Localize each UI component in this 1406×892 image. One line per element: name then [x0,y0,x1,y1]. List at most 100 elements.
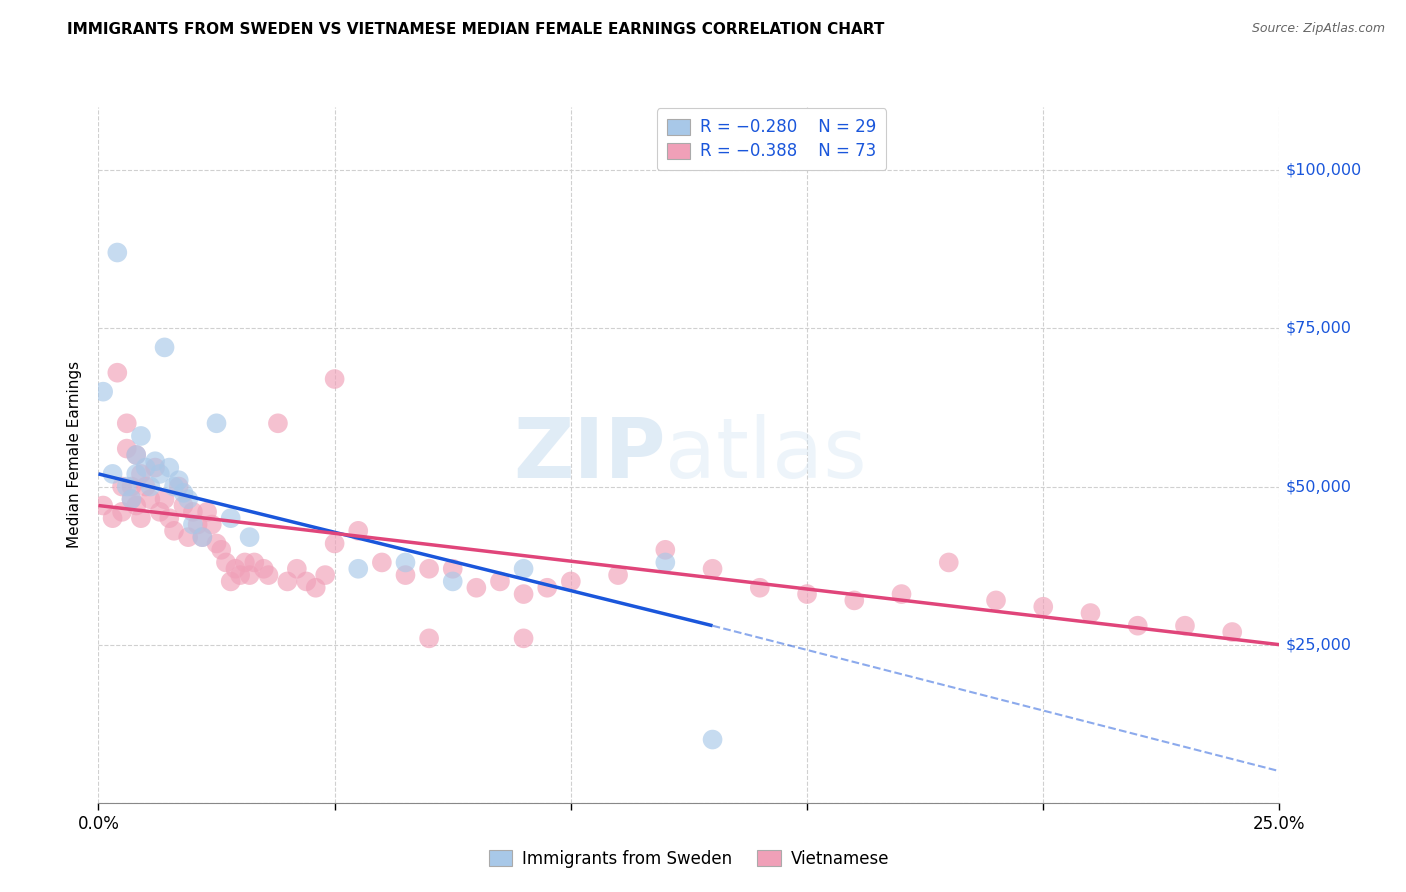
Point [702,562,724,576]
Point [143,460,166,475]
Point [209,542,232,557]
Text: IMMIGRANTS FROM SWEDEN VS VIETNAMESE MEDIAN FEMALE EARNINGS CORRELATION CHART: IMMIGRANTS FROM SWEDEN VS VIETNAMESE MED… [67,22,884,37]
Point [181,517,204,532]
Point [347,562,370,576]
Point [276,574,298,589]
Point [654,556,676,570]
Point [394,568,416,582]
Point [115,479,138,493]
Legend: Immigrants from Sweden, Vietnamese: Immigrants from Sweden, Vietnamese [482,843,896,874]
Point [229,568,252,582]
Point [489,574,512,589]
Point [984,593,1007,607]
Point [239,568,262,582]
Point [191,530,214,544]
Point [191,530,214,544]
Point [157,511,180,525]
Text: $100,000: $100,000 [1285,163,1361,178]
Point [135,460,157,475]
Point [224,562,246,576]
Point [607,568,630,582]
Point [844,593,866,607]
Point [890,587,912,601]
Point [101,467,124,481]
Point [1174,618,1197,632]
Point [149,467,172,481]
Point [748,581,770,595]
Point [205,417,228,431]
Point [253,562,276,576]
Point [163,479,186,493]
Point [121,492,143,507]
Point [105,245,128,260]
Point [163,524,186,538]
Point [157,460,180,475]
Point [441,562,464,576]
Point [323,536,346,550]
Point [177,530,200,544]
Text: $50,000: $50,000 [1285,479,1351,494]
Point [394,556,416,570]
Text: $25,000: $25,000 [1285,637,1351,652]
Point [418,562,440,576]
Point [305,581,328,595]
Point [129,467,152,481]
Point [371,556,394,570]
Point [167,479,190,493]
Point [121,492,143,507]
Point [323,372,346,386]
Point [91,384,114,399]
Point [257,568,280,582]
Point [205,536,228,550]
Point [129,429,152,443]
Point [121,479,143,493]
Point [233,556,256,570]
Point [172,499,194,513]
Point [101,511,124,525]
Point [153,492,176,507]
Point [512,587,534,601]
Point [153,340,176,354]
Point [125,448,148,462]
Point [285,562,308,576]
Point [139,479,162,493]
Point [239,530,262,544]
Point [267,417,290,431]
Point [149,505,172,519]
Point [215,556,238,570]
Point [1032,599,1054,614]
Text: atlas: atlas [665,415,868,495]
Point [938,556,960,570]
Point [654,542,676,557]
Point [125,499,148,513]
Point [105,366,128,380]
Y-axis label: Median Female Earnings: Median Female Earnings [67,361,83,549]
Point [1220,625,1243,640]
Point [243,556,266,570]
Point [111,505,134,519]
Point [512,562,534,576]
Point [314,568,336,582]
Point [135,479,157,493]
Point [219,511,242,525]
Point [125,467,148,481]
Point [195,505,218,519]
Point [187,517,209,532]
Point [796,587,818,601]
Point [295,574,318,589]
Point [1126,618,1149,632]
Point [465,581,488,595]
Point [1080,606,1102,620]
Point [702,732,724,747]
Text: Source: ZipAtlas.com: Source: ZipAtlas.com [1251,22,1385,36]
Point [143,454,166,468]
Point [181,505,204,519]
Point [512,632,534,646]
Point [139,492,162,507]
Point [115,417,138,431]
Point [560,574,582,589]
Point [418,632,440,646]
Point [177,492,200,507]
Point [111,479,134,493]
Point [219,574,242,589]
